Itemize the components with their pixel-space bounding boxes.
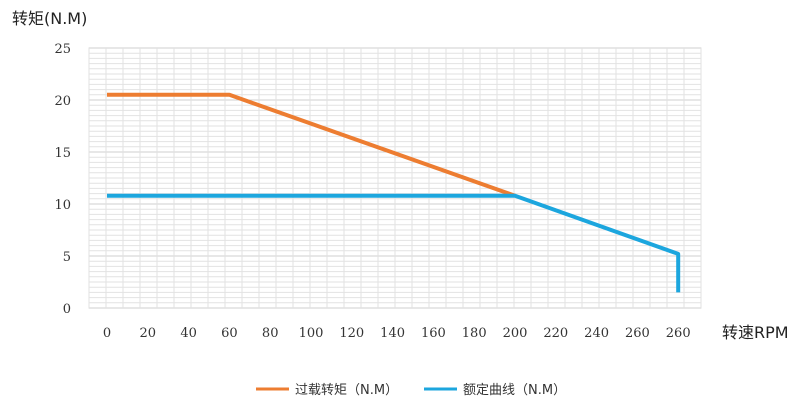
legend: 过载转矩（N.M） 额定曲线（N.M） (256, 383, 566, 398)
x-tick-label: 200 (503, 326, 528, 341)
x-tick-label: 100 (299, 326, 324, 341)
y-tick-label: 0 (63, 302, 71, 317)
x-tick-label: 180 (462, 326, 487, 341)
series-lines (107, 92, 681, 293)
plot-grid (88, 47, 702, 309)
x-tick-label: 60 (221, 326, 238, 341)
x-axis-title: 转速RPM (722, 323, 789, 342)
x-tick-label: 120 (339, 326, 364, 341)
x-tick-label: 80 (262, 326, 279, 341)
y-tick-label: 20 (54, 94, 71, 109)
y-tick-label: 5 (63, 250, 71, 265)
x-tick-label: 0 (103, 326, 111, 341)
x-axis-ticks: 0 20 40 60 80 100 120 140 160 180 200 220 240 260 260 (103, 326, 691, 341)
x-tick-label: 140 (380, 326, 405, 341)
series-line-1 (107, 193, 681, 293)
legend-label-overload: 过载转矩（N.M） (295, 383, 398, 398)
legend-label-rated: 额定曲线（N.M） (463, 383, 566, 398)
x-tick-label: 260 (625, 326, 650, 341)
x-tick-label: 40 (180, 326, 197, 341)
y-axis-ticks: 0 5 10 15 20 25 (54, 42, 71, 317)
x-tick-label: 260 (666, 326, 691, 341)
series-line-0 (107, 92, 516, 198)
x-tick-label: 160 (421, 326, 446, 341)
x-tick-label: 240 (584, 326, 609, 341)
y-axis-title: 转矩(N.M) (12, 9, 87, 28)
x-tick-label: 220 (543, 326, 568, 341)
y-tick-label: 15 (54, 146, 71, 161)
y-tick-label: 25 (54, 42, 71, 57)
x-tick-label: 20 (140, 326, 157, 341)
y-tick-label: 10 (54, 198, 71, 213)
